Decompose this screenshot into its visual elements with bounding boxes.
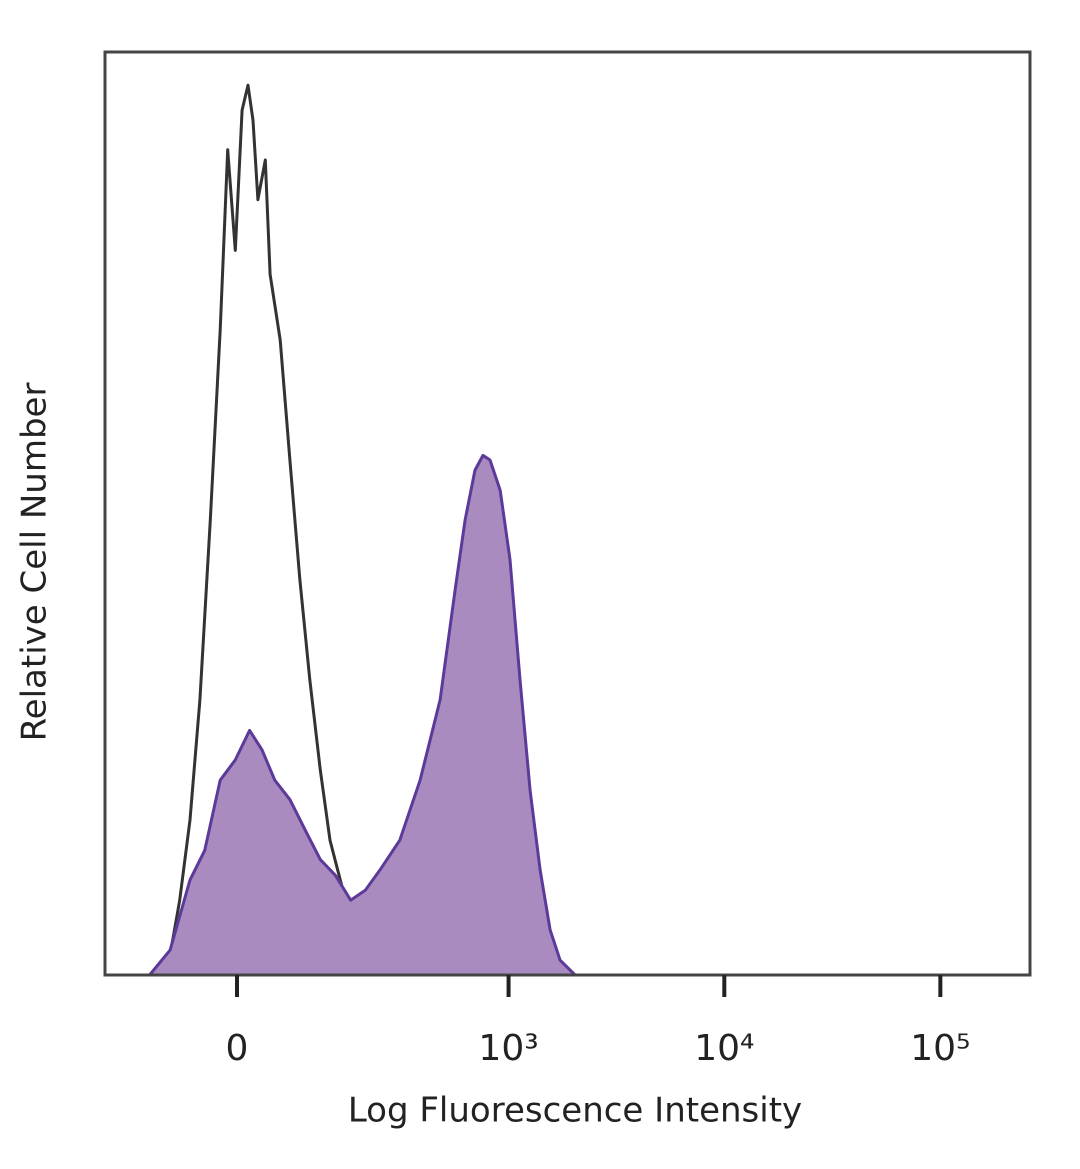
y-axis-title: Relative Cell Number [15,383,55,742]
x-tick-label: 10⁵ [910,1028,970,1069]
plot-frame [103,50,1032,977]
histogram-area [148,453,601,977]
x-axis-title: Log Fluorescence Intensity [348,1091,802,1131]
x-tick-label: 10³ [478,1028,538,1069]
x-tick-label: 10⁴ [694,1028,754,1069]
x-tick-label: 0 [226,1028,249,1069]
